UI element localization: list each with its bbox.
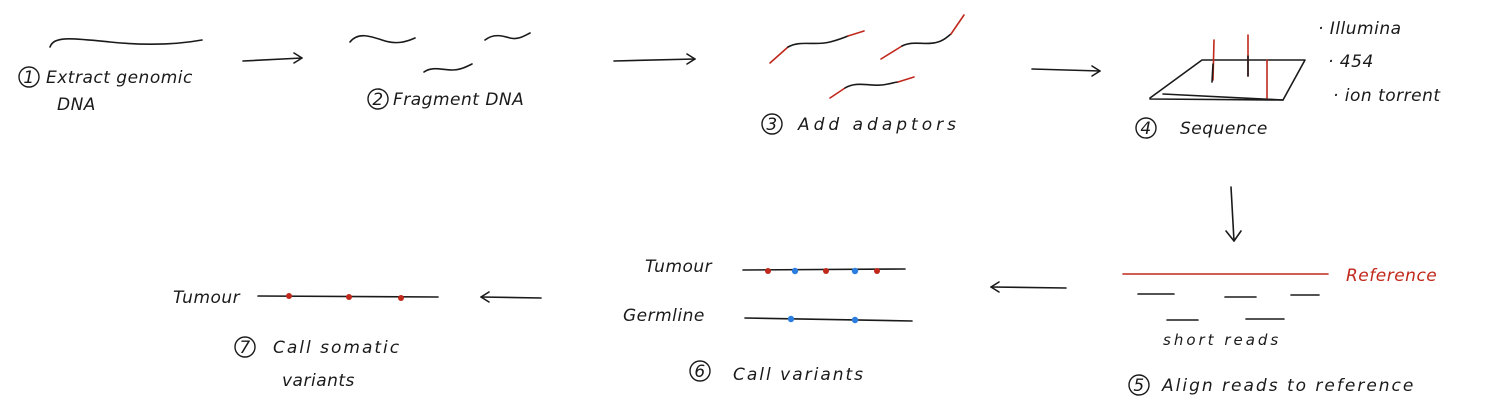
step-6-number-circle xyxy=(689,360,711,382)
arrow-5-to-6 xyxy=(990,281,1067,293)
read-cluster xyxy=(1211,63,1214,83)
adaptor-end xyxy=(829,87,846,99)
step-1-number: 1 xyxy=(23,68,34,88)
somatic-variant-dot xyxy=(286,293,292,299)
step-1-number-circle xyxy=(18,66,40,88)
germline-variant-dot xyxy=(851,316,859,324)
arrow-2-to-3 xyxy=(613,53,696,65)
step-2-fragment: 2 Fragment DNA xyxy=(349,32,531,110)
platform-item: · ion torrent xyxy=(1333,86,1441,106)
platform-list: · Illumina · 454 · ion torrent xyxy=(1318,19,1441,106)
step-1-label-line1: Extract genomic xyxy=(46,68,193,88)
tumour-label: Tumour xyxy=(645,257,713,277)
step-5-align: Reference short reads 5 Align reads to r… xyxy=(1122,266,1437,396)
somatic-variant-dot xyxy=(346,294,352,300)
step-4-label: Sequence xyxy=(1180,119,1268,139)
platform-item: · 454 xyxy=(1328,52,1374,72)
step-3-adaptors: 3 Add adaptors xyxy=(761,14,965,135)
step-3-number: 3 xyxy=(766,115,777,135)
somatic-variant-dot xyxy=(398,295,404,301)
step-5-label: Align reads to reference xyxy=(1161,376,1415,396)
adaptor-end xyxy=(950,14,965,35)
dna-fragment xyxy=(901,33,952,47)
adaptor-end xyxy=(847,30,865,37)
step-3-number-circle xyxy=(761,113,783,135)
step-4-number: 4 xyxy=(1140,119,1151,139)
genomic-dna-strand xyxy=(49,38,203,48)
step-3-label: Add adaptors xyxy=(797,115,960,135)
step-1-label-line2: DNA xyxy=(57,95,96,115)
flowcell-edge xyxy=(1162,93,1284,101)
germline-variant-dot xyxy=(851,267,859,275)
germline-label: Germline xyxy=(623,306,705,326)
step-2-label: Fragment DNA xyxy=(393,90,524,110)
step-5-number-circle xyxy=(1128,374,1150,396)
step-7-number: 7 xyxy=(239,338,250,358)
reads-label: short reads xyxy=(1163,331,1281,349)
somatic-variant-dot xyxy=(765,268,771,274)
somatic-tumour-label: Tumour xyxy=(173,288,241,308)
dna-fragment xyxy=(349,34,416,44)
arrow-4-to-5 xyxy=(1225,186,1242,242)
arrow-3-to-4 xyxy=(1031,65,1101,77)
reference-label: Reference xyxy=(1346,266,1437,286)
step-6-call-variants: Tumour Germline 6 Call variants xyxy=(623,257,913,385)
step-7-label-line2: variants xyxy=(282,371,355,391)
arrow-1-to-2 xyxy=(242,52,303,64)
flowcell xyxy=(1149,59,1306,101)
step-2-number-circle xyxy=(367,88,389,110)
platform-item: · Illumina xyxy=(1318,19,1402,39)
germline-variant-dot xyxy=(791,267,799,275)
germline-variant-dot xyxy=(787,315,795,323)
step-6-number: 6 xyxy=(694,362,705,382)
step-7-label-line1: Call somatic xyxy=(273,338,401,358)
step-4-sequence: 4 Sequence xyxy=(1135,34,1306,139)
arrow-6-to-7 xyxy=(480,291,542,303)
dna-fragment xyxy=(787,35,849,48)
germline-genome-line xyxy=(744,317,913,322)
adaptor-end xyxy=(769,46,789,64)
dna-fragment xyxy=(423,63,473,73)
step-1-extract: 1 Extract genomic DNA xyxy=(18,38,203,115)
adaptor-end xyxy=(880,45,903,60)
adaptor-end xyxy=(897,76,915,83)
step-5-number: 5 xyxy=(1133,376,1144,396)
somatic-variant-dot xyxy=(823,268,829,274)
step-4-number-circle xyxy=(1135,117,1157,139)
step-7-number-circle xyxy=(234,336,256,358)
step-7-somatic: Tumour 7 Call somatic variants xyxy=(173,288,439,391)
step-2-number: 2 xyxy=(372,90,383,110)
dna-fragment xyxy=(844,81,899,89)
somatic-variant-dot xyxy=(874,268,880,274)
dna-fragment xyxy=(484,32,531,41)
step-6-label: Call variants xyxy=(733,365,865,385)
